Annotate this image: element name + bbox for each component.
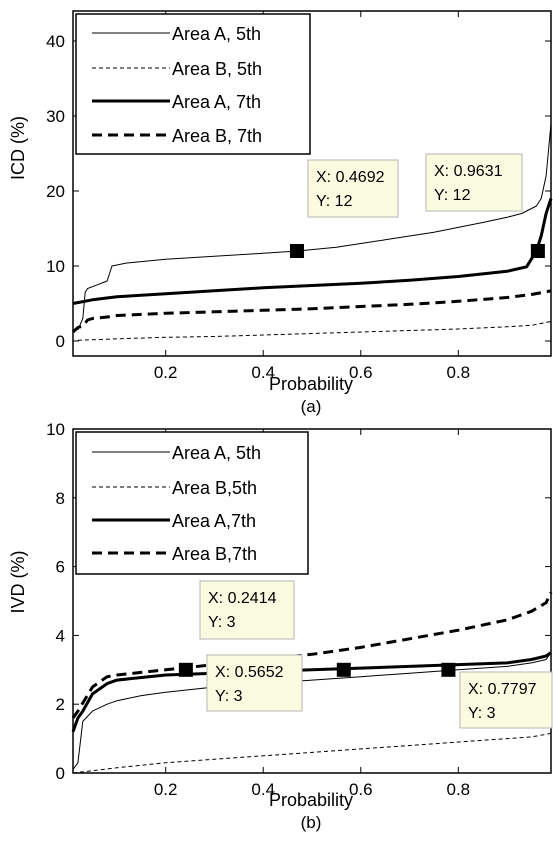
datatip-x-text: X: 0.9631 <box>434 163 503 180</box>
y-tick-label: 20 <box>46 182 65 201</box>
x-tick-label: 0.2 <box>154 780 178 799</box>
y-tick-label: 4 <box>56 626 65 645</box>
x-tick-label: 0.6 <box>349 780 373 799</box>
y-tick-label: 40 <box>46 32 65 51</box>
legend-label-3: Area A, 7th <box>172 92 261 112</box>
datatip-y-text: Y: 12 <box>316 193 353 210</box>
y-tick-label: 2 <box>56 695 65 714</box>
legend-label-4: Area B,7th <box>172 544 257 564</box>
panel-b-xlabel: Probability <box>269 790 353 810</box>
axes-frame <box>72 428 552 774</box>
series-line-3 <box>72 198 553 305</box>
datatip-marker <box>289 244 304 258</box>
datatip-y-text: Y: 3 <box>208 614 236 631</box>
datatip-x-text: X: 0.2414 <box>208 590 277 607</box>
legend-label-1: Area A, 5th <box>172 24 261 44</box>
x-tick-label: 0.8 <box>447 363 471 382</box>
panel-a-xlabel: Probability <box>269 374 353 394</box>
panel-b-label: (b) <box>301 813 322 832</box>
series-line-2 <box>72 732 552 774</box>
x-tick-label: 0.6 <box>349 363 373 382</box>
x-tick-label: 0.2 <box>154 363 178 382</box>
x-tick-label: 0.4 <box>251 780 275 799</box>
legend-label-4: Area B, 7th <box>172 126 262 146</box>
y-tick-label: 0 <box>56 764 65 783</box>
series-line-2 <box>77 321 552 341</box>
axes-frame <box>72 10 552 357</box>
x-tick-label: 0.4 <box>251 363 275 382</box>
datatip-x-text: X: 0.4692 <box>316 169 385 186</box>
series-line-4 <box>71 289 552 334</box>
datatip-x-text: X: 0.5652 <box>215 664 284 681</box>
datatip-marker <box>336 662 351 677</box>
panel-b: IVD (%) Probability (b) <box>8 551 353 833</box>
legend-label-3: Area A,7th <box>172 511 256 531</box>
datatip-marker <box>178 662 193 677</box>
datatip-y-text: Y: 12 <box>434 187 471 204</box>
panel-a-label: (a) <box>301 397 322 416</box>
y-tick-label: 0 <box>56 332 65 351</box>
y-tick-label: 10 <box>46 257 65 276</box>
y-tick-label: 6 <box>56 558 65 577</box>
panel-b-ylabel: IVD (%) <box>8 551 28 614</box>
datatip-box <box>459 671 553 729</box>
datatip-marker <box>441 662 456 677</box>
legend-box <box>75 431 309 575</box>
datatip-box <box>206 654 303 712</box>
legend-box <box>75 13 311 155</box>
datatip-x-text: X: 0.7797 <box>468 681 537 698</box>
datatip-marker <box>530 244 545 258</box>
panel-a-plot: 0.2 0.4 0.6 0.8 0 10 20 30 40 Area A, 5th Area B, … <box>46 10 553 382</box>
legend-label-2: Area B, 5th <box>172 59 262 79</box>
y-tick-label: 10 <box>46 420 65 439</box>
y-tick-label: 8 <box>56 489 65 508</box>
legend-label-1: Area A, 5th <box>172 443 261 463</box>
datatip-y-text: Y: 3 <box>468 705 496 722</box>
datatip-box <box>199 580 295 640</box>
x-tick-label: 0.8 <box>447 780 471 799</box>
y-tick-label: 30 <box>46 107 65 126</box>
datatip-y-text: Y: 3 <box>215 688 243 705</box>
series-line-1 <box>77 123 552 330</box>
panel-b-plot: 0.2 0.4 0.6 0.8 0 2 4 6 8 10 Area A, 5th Area B,5th… <box>46 420 553 799</box>
series-line-4 <box>71 591 553 719</box>
datatip-box <box>425 153 523 212</box>
legend-label-2: Area B,5th <box>172 478 257 498</box>
panel-a-ylabel: ICD (%) <box>8 116 28 180</box>
datatip-box <box>307 159 399 218</box>
panel-a: ICD (%) Probability (a) <box>8 116 353 416</box>
